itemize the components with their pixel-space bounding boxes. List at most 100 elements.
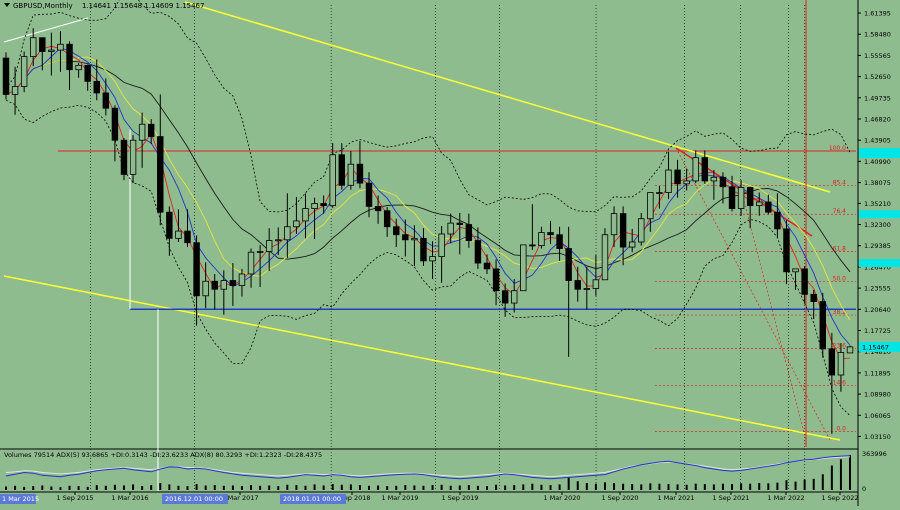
candle-body [592, 279, 600, 289]
candle-body [447, 222, 454, 235]
ma-red [5, 45, 851, 360]
price-tick-label: 1.11895 [864, 369, 891, 377]
price-tick-label: 1.35210 [864, 200, 891, 208]
candle-body [229, 280, 237, 287]
time-tick-label: 1 Sep 2021 [712, 494, 749, 502]
candle-body [692, 157, 699, 182]
candle-body [202, 280, 209, 297]
candle-body [628, 241, 636, 248]
candle-body [329, 154, 336, 207]
volume-zero-label: 0 [862, 485, 866, 493]
ma-yellow [5, 56, 851, 321]
candle-body [48, 49, 55, 52]
symbol-label: GBPUSD,Monthly [13, 2, 73, 10]
left-time-highlight [0, 494, 36, 504]
candle-body [138, 123, 146, 141]
candle-body [737, 187, 745, 209]
white-trend-line [3, 17, 89, 43]
time-tick-label: 1 Mar 2017 [221, 494, 258, 502]
candle-body [302, 208, 309, 222]
candle-body [619, 213, 627, 248]
candle-body [175, 230, 182, 239]
bollinger-bands [5, 0, 851, 416]
candle-body [556, 234, 563, 249]
candle-body [783, 228, 790, 273]
candle-body [211, 280, 218, 290]
candle-body [756, 201, 763, 207]
candle-body [774, 211, 781, 230]
candle-body [184, 230, 191, 244]
candle-body [583, 288, 591, 290]
candle-body [393, 226, 400, 236]
candle-body [647, 192, 654, 220]
candle-body [84, 64, 91, 82]
candle-body [147, 123, 155, 137]
candle-body [293, 220, 300, 228]
candle-body [465, 224, 473, 241]
candle-body [356, 163, 364, 184]
candle-body [511, 290, 518, 304]
time-tick-label: 1 Sep 2022 [821, 494, 858, 502]
dropdown-triangle-icon[interactable] [4, 3, 10, 7]
fib-level-label: 76.4 [833, 208, 847, 215]
level-box [859, 210, 900, 219]
lower-channel-line [3, 275, 841, 441]
candle-body [656, 192, 663, 194]
candle-body [120, 139, 128, 175]
price-tick-label: 1.20640 [864, 306, 891, 314]
candle-body [365, 182, 373, 207]
price-tick-label: 1.55565 [864, 52, 891, 60]
candle-body [828, 348, 836, 376]
fib-level-label: 0.0 [836, 425, 846, 432]
price-tick-label: 1.14810 [864, 348, 891, 356]
candle-body [547, 232, 554, 236]
candle-body [238, 273, 246, 287]
candle-body [66, 43, 73, 71]
candles [2, 28, 854, 434]
chart-header: GBPUSD,Monthly 1.14641 1.15648 1.14609 1… [4, 2, 204, 10]
bollinger-lower [5, 99, 851, 416]
candle-body [284, 226, 291, 241]
candle-body [819, 301, 826, 350]
candle-body [501, 290, 509, 304]
candle-body [30, 37, 37, 58]
time-tick-label: 1 Mar 2020 [543, 494, 580, 502]
candle-body [220, 280, 228, 290]
candle-body [728, 186, 736, 209]
candle-body [129, 139, 137, 175]
candle-body [765, 201, 772, 213]
candle-body [438, 233, 445, 257]
candle-body [719, 176, 727, 188]
fib-level-label: 61.8 [833, 245, 847, 252]
candle-body [39, 37, 46, 52]
candle-body [529, 244, 536, 247]
candle-body [683, 180, 690, 185]
price-tick-label: 1.61395 [864, 10, 891, 18]
candle-body [538, 232, 545, 247]
candle-body [57, 43, 64, 51]
candle-body [374, 205, 382, 212]
candle-body [166, 211, 173, 239]
left-time-label: 1 Mar 2015 [2, 495, 39, 503]
candle-body [383, 210, 391, 228]
price-axis-labels: 1.61395 1.58480 1.55565 1.52650 1.49735 1.468… [858, 10, 900, 441]
time-tick-label: 1 Mar 2021 [657, 494, 694, 502]
adx5-line [5, 455, 851, 480]
candle-body [111, 107, 119, 141]
candle-body [492, 268, 500, 292]
bollinger-upper [5, 0, 851, 213]
candle-body [701, 157, 709, 182]
price-tick-label: 1.52650 [864, 73, 891, 81]
level-box [859, 259, 900, 268]
upper-channel-line [184, 1, 831, 193]
time-tick-label: 1 Sep 2019 [441, 494, 478, 502]
candle-body [311, 203, 318, 209]
ohlc-label: 1.14641 1.15648 1.14609 1.15467 [82, 2, 204, 10]
fibonacci-levels: 100.0 85.4 76.4 61.8 50.0 38.2 23.6 14.6 0.0 [58, 145, 856, 432]
level-box [859, 148, 900, 159]
fib-level-label: 50.0 [833, 276, 847, 283]
price-tick-label: 1.49735 [864, 94, 891, 102]
candle-body [11, 86, 19, 95]
